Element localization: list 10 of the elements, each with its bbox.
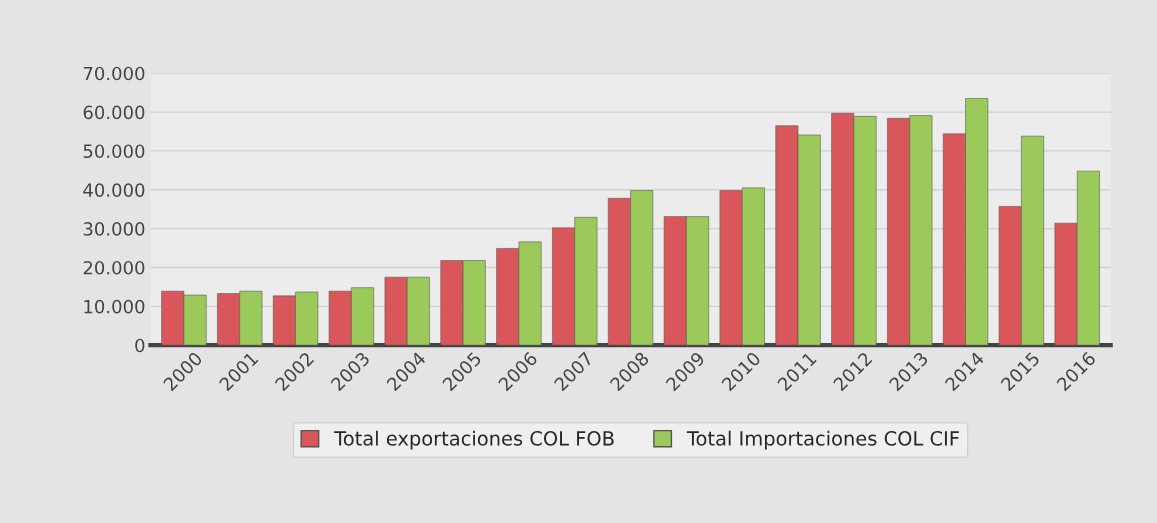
y-tick-label: 40.000: [83, 183, 145, 197]
y-tick-label: 10.000: [84, 299, 145, 314]
y-tick-label: 70.000: [83, 66, 145, 81]
y-tick-label: 60.000: [83, 105, 145, 120]
legend-label: Total exportaciones COL FOB: [334, 430, 614, 450]
y-tick-label: 20.000: [83, 260, 145, 275]
y-tick-label: 50.000: [83, 144, 145, 159]
legend-label: Total Importaciones COL CIF: [686, 430, 959, 450]
y-tick-label: 0: [135, 338, 145, 353]
y-tick-label: 30.000: [83, 222, 145, 236]
